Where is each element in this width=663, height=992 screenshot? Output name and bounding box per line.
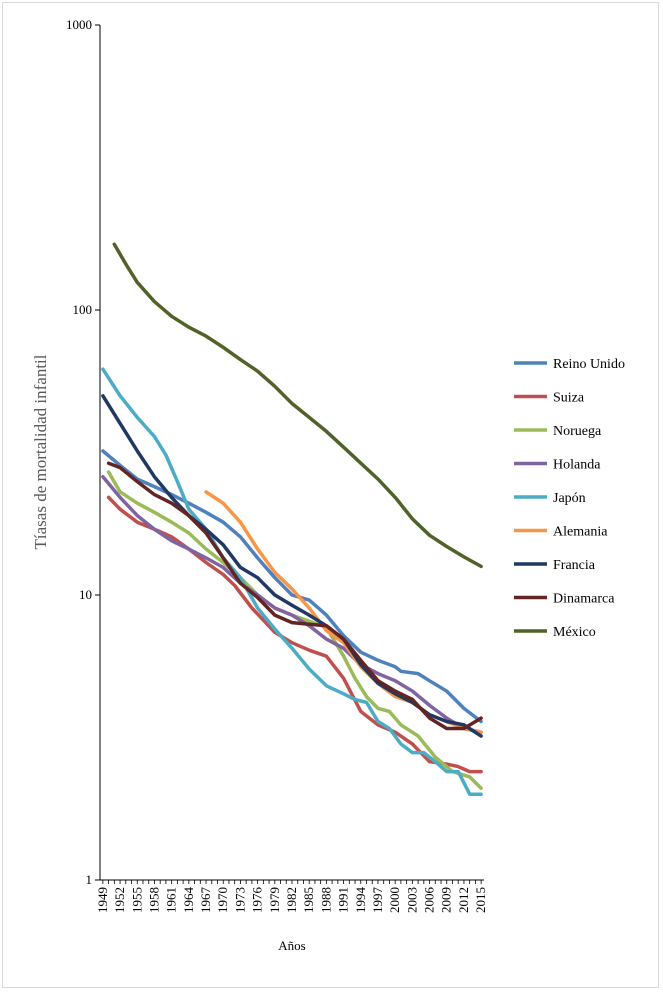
legend: Reino Unido Suiza Noruega Holanda Japón Alema… — [514, 357, 625, 640]
series-line-japón — [101, 367, 483, 796]
legend-label: Japón — [553, 491, 586, 506]
y-axis-title: Tíasas de mortalidad infantil — [31, 354, 50, 549]
x-tick-label: 1967 — [198, 887, 213, 914]
legend-label: Noruega — [553, 424, 602, 439]
series-line-reino-unido — [101, 449, 483, 724]
x-tick-label: 1979 — [267, 887, 282, 913]
x-ticks: 1949 1952 1955 1958 1961 1964 1967 1970 1973 1976… — [95, 880, 488, 913]
x-tick-label: 1970 — [215, 887, 230, 913]
series-line-suiza — [106, 495, 483, 774]
series-line-méxico — [112, 242, 483, 569]
x-tick-label: 1988 — [318, 887, 333, 913]
x-tick-label: 2000 — [387, 887, 402, 913]
x-tick-label: 1991 — [336, 887, 351, 913]
legend-label: Francia — [553, 558, 596, 573]
x-tick-label: 2006 — [422, 887, 437, 914]
x-tick-label: 2012 — [456, 887, 471, 913]
x-tick-label: 1949 — [95, 887, 110, 913]
y-tick-label: 1000 — [66, 17, 92, 32]
x-tick-label: 1997 — [370, 887, 385, 914]
x-tick-label: 1982 — [284, 887, 299, 913]
x-tick-label: 1952 — [112, 887, 127, 913]
x-tick-label: 2015 — [473, 887, 488, 913]
series-lines — [101, 242, 483, 796]
x-tick-label: 2003 — [404, 887, 419, 913]
legend-label: Dinamarca — [553, 592, 615, 607]
x-tick-label: 1994 — [353, 887, 368, 914]
y-ticks: 1 10 100 1000 — [66, 17, 100, 887]
series-line-noruega — [106, 470, 483, 790]
y-tick-label: 1 — [86, 872, 93, 887]
x-tick-label: 2009 — [439, 887, 454, 913]
axes — [99, 25, 484, 881]
x-tick-label: 1961 — [164, 887, 179, 913]
series-line-alemania — [204, 490, 483, 734]
series-line-holanda — [101, 474, 483, 734]
x-tick-label: 1973 — [232, 887, 247, 913]
y-tick-label: 100 — [73, 302, 93, 317]
x-tick-label: 1985 — [301, 887, 316, 913]
x-axis-title: Años — [278, 938, 305, 953]
x-tick-label: 1976 — [250, 887, 265, 914]
series-line-dinamarca — [106, 461, 483, 731]
legend-label: Alemania — [553, 525, 608, 540]
x-tick-label: 1964 — [181, 887, 196, 914]
legend-label: Holanda — [553, 458, 601, 473]
legend-label: México — [553, 625, 596, 640]
legend-label: Reino Unido — [553, 357, 625, 372]
x-tick-label: 1955 — [129, 887, 144, 913]
y-tick-label: 10 — [79, 587, 92, 602]
x-tick-label: 1958 — [146, 887, 161, 913]
legend-label: Suiza — [553, 391, 585, 406]
